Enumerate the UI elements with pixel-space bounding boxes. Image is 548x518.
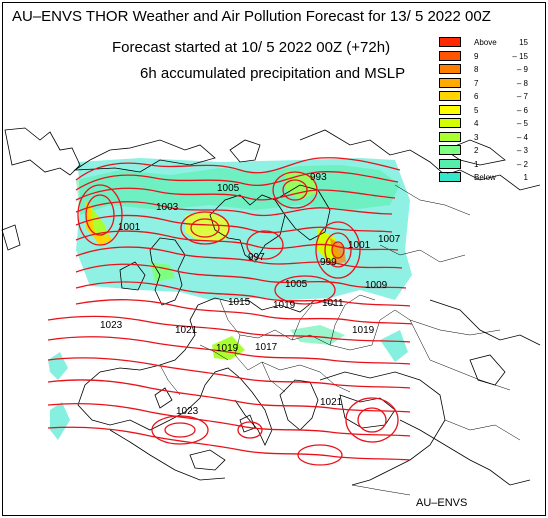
legend-swatch bbox=[439, 118, 461, 128]
legend-label-high: – 8 bbox=[516, 78, 528, 88]
isobar-label: 1001 bbox=[348, 240, 371, 251]
isobar-label: 1021 bbox=[320, 397, 343, 408]
legend-swatch bbox=[439, 37, 461, 47]
isobar-label: 1019 bbox=[352, 325, 375, 336]
isobar-label: 1007 bbox=[378, 234, 401, 245]
legend-label-low: 8 bbox=[474, 65, 479, 74]
isobar-label: 993 bbox=[310, 172, 327, 183]
legend-label-high: – 4 bbox=[516, 132, 528, 142]
legend-label-low: 9 bbox=[474, 51, 479, 61]
legend-swatch bbox=[439, 131, 461, 142]
legend-label-low: 4 bbox=[474, 119, 479, 128]
isobar-labels: 1005 1003 1001 993 997 1001 999 1007 100… bbox=[100, 172, 401, 417]
isobar-label: 997 bbox=[248, 252, 265, 263]
legend-label-low: 6 bbox=[474, 92, 479, 101]
legend-label-high: 15 bbox=[519, 38, 528, 47]
legend-swatch bbox=[439, 104, 461, 115]
legend-swatch bbox=[439, 158, 461, 169]
legend-label-high: – 5 bbox=[516, 119, 528, 128]
coastlines bbox=[1, 127, 541, 486]
isobar-label: 1001 bbox=[118, 222, 141, 233]
legend-label-high: – 2 bbox=[516, 159, 528, 169]
isobar-label: 1017 bbox=[255, 342, 278, 353]
isobar-label: 1005 bbox=[285, 279, 308, 290]
map-title: AU–ENVS THOR Weather and Air Pollution F… bbox=[12, 8, 491, 25]
isobar-label: 1023 bbox=[100, 320, 123, 331]
legend-label-low: 7 bbox=[474, 78, 479, 88]
isobar-label: 1005 bbox=[217, 183, 240, 194]
isobar-label: 1019 bbox=[273, 300, 296, 311]
legend-swatch-mark: · bbox=[446, 167, 450, 179]
legend-swatch: · bbox=[439, 167, 461, 182]
legend-swatch bbox=[439, 77, 461, 88]
borders bbox=[159, 184, 521, 496]
legend-label-low: 3 bbox=[474, 132, 479, 142]
isobar-label: 1023 bbox=[176, 406, 199, 417]
legend-swatch bbox=[439, 50, 461, 61]
legend-label-low: Above bbox=[474, 38, 497, 47]
legend-label-low: 2 bbox=[474, 146, 479, 155]
legend-label-high: – 7 bbox=[516, 92, 528, 101]
legend-swatch bbox=[439, 91, 461, 101]
isobar-label: 1015 bbox=[228, 297, 251, 308]
legend-swatch bbox=[439, 145, 461, 155]
credit-label: AU–ENVS bbox=[416, 497, 468, 509]
isobar-label: 1003 bbox=[156, 202, 179, 213]
legend-label-low: 1 bbox=[474, 159, 479, 169]
legend-label-high: 1 bbox=[523, 173, 528, 182]
isobar-label: 1009 bbox=[365, 280, 388, 291]
forecast-start: Forecast started at 10/ 5 2022 00Z (+72h… bbox=[112, 39, 391, 56]
legend-swatch bbox=[439, 64, 461, 74]
legend-label-high: – 6 bbox=[516, 105, 528, 115]
field-description: 6h accumulated precipitation and MSLP bbox=[140, 65, 406, 82]
legend-label-low: 5 bbox=[474, 105, 479, 115]
isobar-label: 999 bbox=[320, 257, 337, 268]
isobar-label: 1021 bbox=[175, 325, 198, 336]
isobar-label: 1019 bbox=[216, 343, 239, 354]
legend-label-high: – 3 bbox=[516, 146, 528, 155]
legend-label-high: – 9 bbox=[516, 65, 528, 74]
isobar-label: 1011 bbox=[322, 298, 344, 309]
legend-label-high: – 15 bbox=[512, 51, 528, 61]
legend-label-low: Below bbox=[474, 173, 496, 182]
isobars bbox=[47, 157, 413, 466]
